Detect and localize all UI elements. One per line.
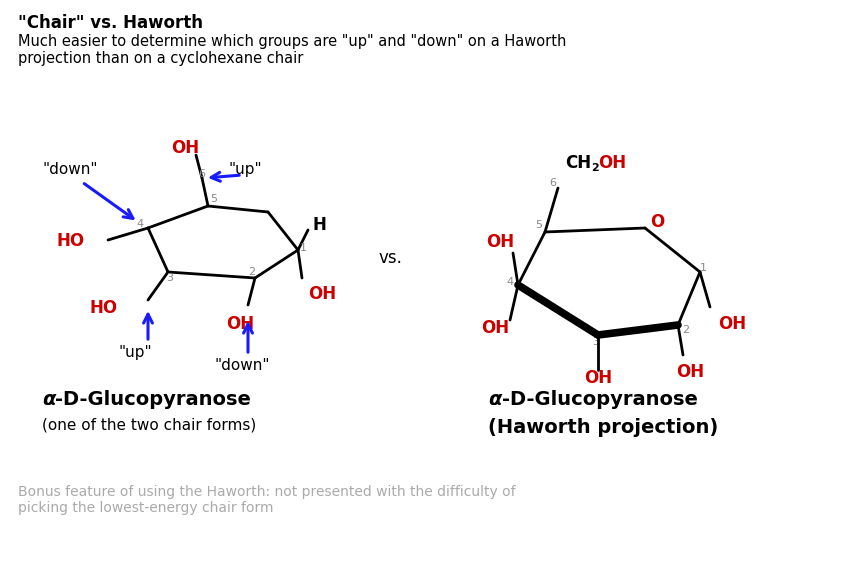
Text: 5: 5	[211, 194, 217, 204]
Text: -D-Glucopyranose: -D-Glucopyranose	[55, 390, 251, 409]
Text: 2: 2	[591, 163, 599, 173]
Text: OH: OH	[171, 139, 199, 157]
Text: 2: 2	[249, 267, 255, 277]
Text: α: α	[42, 390, 55, 409]
Text: "up": "up"	[228, 162, 261, 177]
Text: 2: 2	[682, 325, 689, 335]
Text: 6: 6	[549, 178, 556, 188]
Text: (Haworth projection): (Haworth projection)	[488, 418, 718, 437]
Text: H: H	[312, 216, 326, 234]
Text: -D-Glucopyranose: -D-Glucopyranose	[502, 390, 698, 409]
Text: HO: HO	[90, 299, 118, 317]
Text: CH: CH	[565, 154, 591, 172]
Text: 4: 4	[136, 219, 144, 229]
Text: 3: 3	[167, 273, 173, 283]
Text: α: α	[488, 390, 502, 409]
Text: OH: OH	[676, 363, 704, 381]
Text: 4: 4	[507, 277, 514, 287]
Text: "down": "down"	[42, 162, 97, 177]
Text: OH: OH	[718, 315, 746, 333]
Text: OH: OH	[226, 315, 254, 333]
Text: OH: OH	[481, 319, 509, 337]
Text: 3: 3	[592, 337, 600, 347]
Text: "up": "up"	[118, 345, 151, 360]
Text: "down": "down"	[215, 358, 271, 373]
Text: (one of the two chair forms): (one of the two chair forms)	[42, 418, 256, 433]
Text: Much easier to determine which groups are "up" and "down" on a Haworth
projectio: Much easier to determine which groups ar…	[18, 34, 566, 66]
Text: Bonus feature of using the Haworth: not presented with the difficulty of
picking: Bonus feature of using the Haworth: not …	[18, 485, 515, 515]
Text: vs.: vs.	[378, 249, 402, 267]
Text: OH: OH	[598, 154, 626, 172]
Text: O: O	[650, 213, 664, 231]
Text: OH: OH	[584, 369, 612, 387]
Text: 5: 5	[535, 220, 542, 230]
Text: 6: 6	[199, 169, 206, 179]
Text: OH: OH	[308, 285, 336, 303]
Text: 1: 1	[700, 263, 707, 273]
Text: 1: 1	[300, 243, 307, 253]
Text: "Chair" vs. Haworth: "Chair" vs. Haworth	[18, 14, 203, 32]
Text: OH: OH	[486, 233, 514, 251]
Text: HO: HO	[57, 232, 85, 250]
